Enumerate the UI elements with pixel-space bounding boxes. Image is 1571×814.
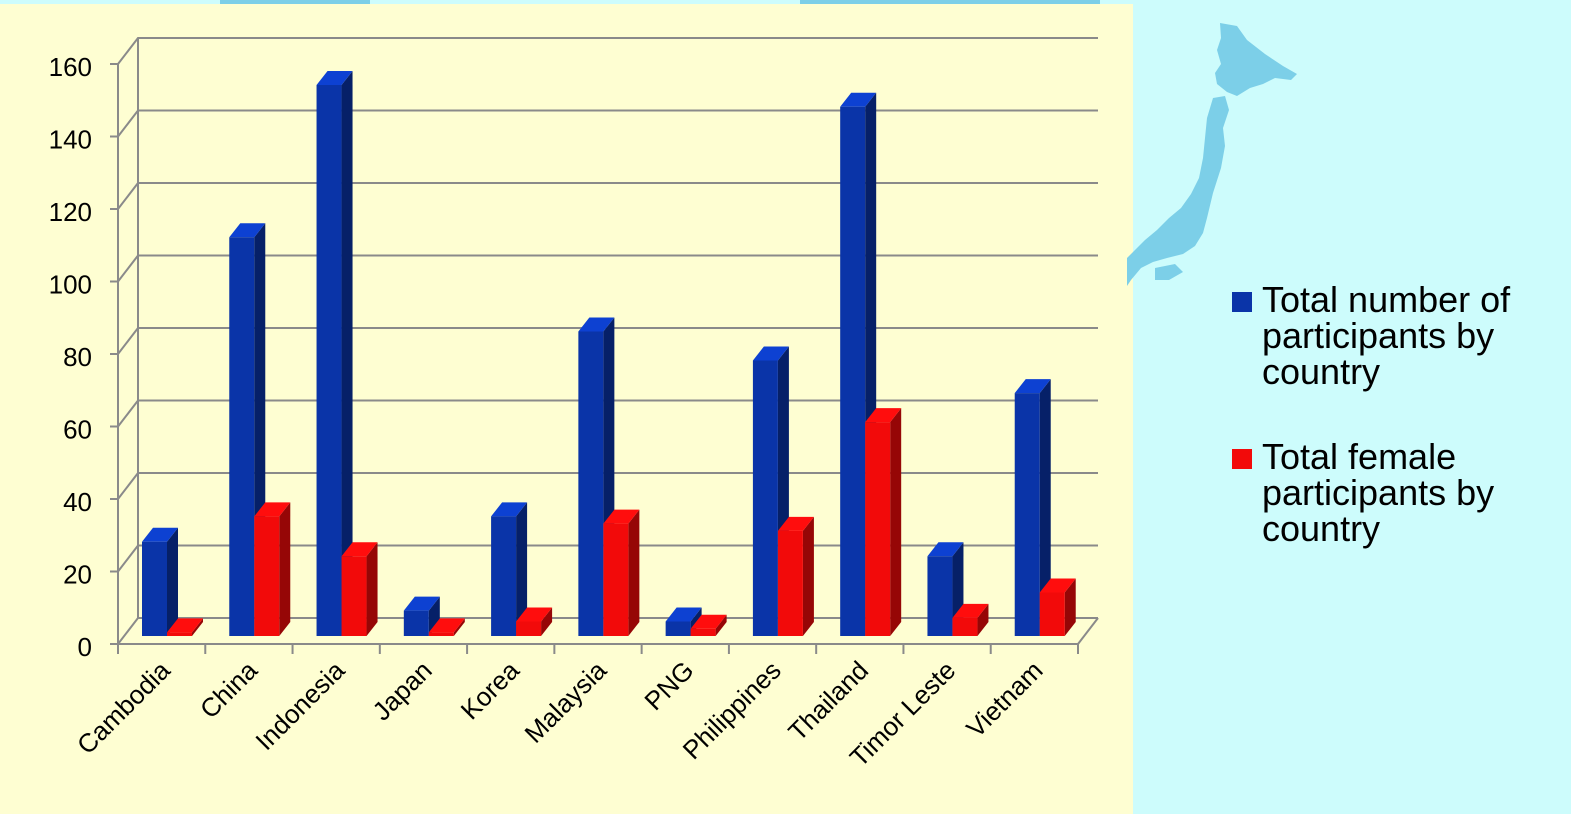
bar-side-total bbox=[341, 71, 353, 636]
bar-total bbox=[752, 360, 778, 636]
top-decor-right bbox=[800, 0, 1100, 4]
bar-top-total bbox=[927, 542, 964, 557]
bar-top-female bbox=[777, 516, 814, 531]
y-tick-label: 120 bbox=[49, 197, 92, 227]
bar-side-female bbox=[541, 607, 553, 636]
bar-female bbox=[254, 516, 280, 636]
bar-total bbox=[142, 541, 167, 636]
legend-item-total: Total number of participants by country bbox=[1232, 282, 1567, 390]
bar-top-female bbox=[341, 542, 378, 557]
y-tick-label: 0 bbox=[78, 632, 92, 662]
x-tick-label: Malaysia bbox=[518, 655, 612, 749]
y-tick-label: 80 bbox=[63, 342, 92, 372]
bar-top-female bbox=[690, 614, 727, 629]
top-decor-left bbox=[220, 0, 370, 4]
honshu-shape bbox=[1127, 96, 1229, 286]
bar-side-female bbox=[977, 603, 989, 636]
bar-total bbox=[229, 237, 255, 636]
bar-side-female bbox=[192, 618, 203, 636]
x-tick-label: PNG bbox=[638, 655, 699, 716]
bar-female bbox=[603, 523, 629, 636]
bar-side-female bbox=[802, 516, 814, 636]
bar-female bbox=[690, 628, 716, 636]
chart-panel: 0 20 40 60 80 100 120 140 160 Cambodia China Indone… bbox=[0, 4, 1133, 814]
gridline bbox=[117, 254, 1098, 283]
bar-top-female bbox=[428, 618, 465, 633]
bar-side-female bbox=[628, 509, 640, 636]
japan-map-icon bbox=[1127, 23, 1297, 286]
bar-total bbox=[1014, 393, 1040, 636]
bar-female bbox=[341, 556, 367, 636]
bar-top-total bbox=[142, 527, 178, 542]
y-tick-label: 60 bbox=[63, 415, 92, 445]
legend-label-total: Total number of participants by country bbox=[1262, 279, 1511, 392]
bar-female bbox=[516, 621, 542, 636]
bar-female bbox=[1039, 592, 1065, 636]
bar-side-total bbox=[428, 596, 440, 636]
bar-total bbox=[316, 85, 342, 636]
bar-female bbox=[952, 617, 978, 636]
x-tick-label: Vietnam bbox=[960, 655, 1048, 743]
bar-side-female bbox=[366, 542, 378, 636]
x-tick-label: China bbox=[194, 655, 264, 725]
bar-top-female bbox=[1039, 578, 1076, 593]
shikoku-shape bbox=[1155, 264, 1183, 280]
bar-top-female bbox=[952, 603, 989, 618]
bar-side-female bbox=[279, 502, 291, 636]
bar-total bbox=[578, 331, 604, 636]
bar-side-total bbox=[167, 527, 178, 636]
legend-item-female: Total female participants by country bbox=[1232, 439, 1567, 547]
bar-female bbox=[167, 632, 192, 636]
bar-total bbox=[927, 556, 953, 636]
y-tick-label: 160 bbox=[49, 52, 92, 82]
bar-female bbox=[428, 632, 454, 636]
bar-side-total bbox=[516, 502, 528, 636]
bar-top-total bbox=[665, 607, 702, 622]
bar-side-female bbox=[453, 618, 465, 636]
bar-female bbox=[777, 530, 803, 636]
x-tick-label: Cambodia bbox=[71, 655, 176, 760]
floor-right-edge bbox=[1077, 617, 1099, 645]
x-tick-label: Thailand bbox=[782, 655, 874, 747]
x-tick-label: Indonesia bbox=[249, 655, 350, 756]
bar-top-total bbox=[1014, 379, 1051, 394]
bar-top-total bbox=[840, 92, 877, 107]
bar-top-total bbox=[229, 223, 266, 238]
y-tick-label: 40 bbox=[63, 487, 92, 517]
bar-side-female bbox=[715, 614, 727, 636]
chart-legend: Total number of participants by country … bbox=[1232, 282, 1567, 596]
bar-side-female bbox=[890, 408, 902, 636]
bar-top-total bbox=[403, 596, 440, 611]
hokkaido-shape bbox=[1215, 23, 1297, 96]
bar-side-total bbox=[1039, 379, 1051, 636]
legend-label-female: Total female participants by country bbox=[1262, 436, 1495, 549]
bar-top-female bbox=[603, 509, 640, 524]
x-tick-label: Korea bbox=[455, 655, 526, 726]
bar-top-female bbox=[865, 408, 902, 423]
legend-swatch-total bbox=[1232, 292, 1252, 312]
bar-top-female bbox=[516, 607, 553, 622]
y-tick-label: 20 bbox=[63, 560, 92, 590]
gridline bbox=[117, 37, 1098, 65]
y-tick-label: 100 bbox=[49, 270, 92, 300]
bar-top-total bbox=[491, 502, 528, 517]
gridline bbox=[117, 182, 1098, 210]
bar-top-female bbox=[167, 618, 203, 633]
bar-top-total bbox=[578, 317, 615, 332]
x-tick-label: Japan bbox=[366, 655, 437, 726]
bar-female bbox=[865, 422, 891, 636]
legend-swatch-female bbox=[1232, 449, 1252, 469]
bar-total bbox=[403, 610, 429, 636]
bar-top-total bbox=[316, 71, 353, 85]
bar-top-female bbox=[254, 502, 291, 517]
gridline bbox=[117, 109, 1098, 138]
bar-top-total bbox=[752, 346, 789, 361]
gridline bbox=[117, 327, 1098, 355]
y-tick-label: 140 bbox=[49, 125, 92, 155]
bar-chart: 0 20 40 60 80 100 120 140 160 Cambodia ChinaIndone… bbox=[49, 37, 1099, 773]
bar-total bbox=[665, 621, 691, 636]
bar-total bbox=[491, 516, 517, 636]
bar-total bbox=[840, 106, 866, 636]
bar-side-female bbox=[1064, 578, 1076, 636]
